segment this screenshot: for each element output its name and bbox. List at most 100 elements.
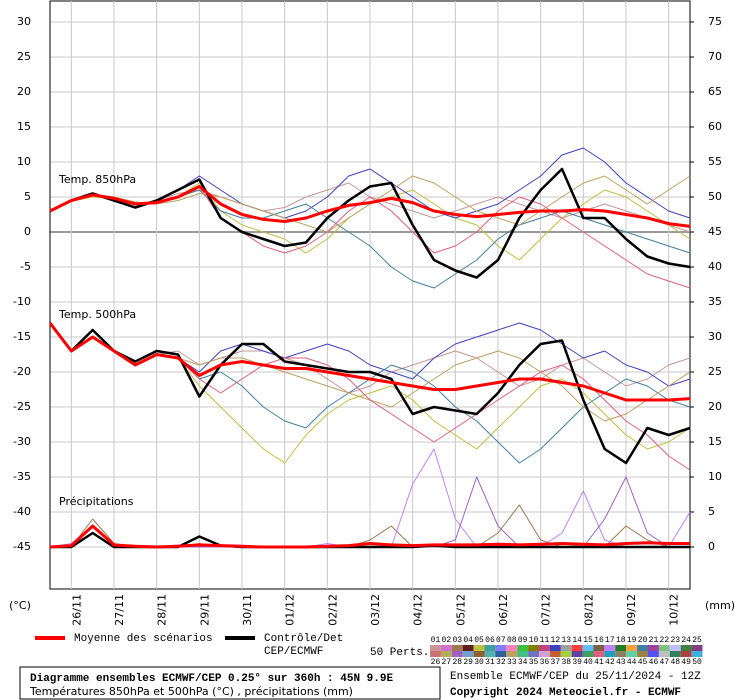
legend-swatch xyxy=(593,651,605,657)
panel-label: Temp. 500hPa xyxy=(58,308,136,321)
legend-label: 25 xyxy=(692,636,702,645)
legend-swatch xyxy=(473,651,485,657)
legend-swatch xyxy=(528,645,539,651)
legend-swatch xyxy=(440,645,452,651)
legend-swatch xyxy=(680,651,692,657)
legend-label: 38 xyxy=(561,658,571,667)
legend-swatch xyxy=(560,645,572,651)
legend-swatch xyxy=(637,645,648,651)
legend-label: 05 xyxy=(474,636,484,645)
legend-swatch xyxy=(604,651,616,657)
y-tick-label: -45 xyxy=(13,540,31,553)
legend-swatch xyxy=(582,645,594,651)
y2-tick-label: 70 xyxy=(708,50,722,63)
legend-swatch xyxy=(495,651,507,657)
legend-swatch xyxy=(506,651,518,657)
legend-swatch xyxy=(451,651,463,657)
legend-swatch xyxy=(648,645,659,651)
legend-swatch xyxy=(528,651,539,657)
y2-tick-label: 10 xyxy=(708,470,722,483)
legend-swatch xyxy=(593,645,605,651)
y-tick-label: 30 xyxy=(17,15,31,28)
y-tick-label: -15 xyxy=(13,330,31,343)
footer-title: Diagramme ensembles ECMWF/CEP 0.25° sur … xyxy=(30,673,393,685)
legend-label: 34 xyxy=(518,658,528,667)
y2-tick-label: 30 xyxy=(708,330,722,343)
footer-box xyxy=(19,666,441,700)
legend-label: 24 xyxy=(681,636,691,645)
legend-label: 26 xyxy=(431,658,441,667)
y2-tick-label: 15 xyxy=(708,435,722,448)
legend-label: 14 xyxy=(572,636,582,645)
legend-swatch xyxy=(571,645,583,651)
legend-label: Moyenne des scénarios xyxy=(74,633,213,645)
legend-swatch xyxy=(626,645,638,651)
legend-swatch xyxy=(484,645,496,651)
legend-label: 02 xyxy=(442,636,452,645)
legend-swatch xyxy=(669,645,681,651)
legend-label: 11 xyxy=(540,636,550,645)
legend-label: 42 xyxy=(605,658,615,667)
legend-label: 03 xyxy=(452,636,462,645)
legend-swatch xyxy=(615,645,627,651)
y-tick-label: -40 xyxy=(13,505,31,518)
legend-label: CEP/ECMWF xyxy=(264,646,323,658)
legend-swatch xyxy=(691,651,703,657)
legend-swatch xyxy=(517,645,529,651)
y2-tick-label: 45 xyxy=(708,225,722,238)
y-tick-label: -25 xyxy=(13,400,31,413)
y2-tick-label: 20 xyxy=(708,400,722,413)
legend-label: 16 xyxy=(594,636,604,645)
legend-swatch xyxy=(539,651,550,657)
x-tick-label: 28/11 xyxy=(156,594,169,626)
y2-tick-label: 60 xyxy=(708,120,722,133)
y-tick-label: 10 xyxy=(17,155,31,168)
legend-label: 32 xyxy=(496,658,506,667)
footer-subtitle: Températures 850hPa et 500hPa (°C) , pré… xyxy=(29,685,353,698)
x-tick-label: 29/11 xyxy=(198,594,211,626)
legend-swatch xyxy=(691,645,703,651)
x-tick-label: 09/12 xyxy=(625,594,638,626)
legend-label: 22 xyxy=(660,636,670,645)
legend-swatch xyxy=(451,645,463,651)
legend-label: 49 xyxy=(681,658,691,667)
legend-label: 09 xyxy=(518,636,528,645)
legend-label: 45 xyxy=(638,658,648,667)
legend-swatch xyxy=(615,651,627,657)
legend-swatch xyxy=(582,651,594,657)
y-tick-label: -30 xyxy=(13,435,31,448)
legend-label: 40 xyxy=(583,658,593,667)
legend-swatch xyxy=(626,651,638,657)
y-tick-label: -5 xyxy=(20,260,31,273)
legend-label: 12 xyxy=(551,636,561,645)
legend-label: 08 xyxy=(507,636,517,645)
legend-label: 13 xyxy=(561,636,571,645)
legend-label: 21 xyxy=(649,636,659,645)
legend-swatch xyxy=(506,645,518,651)
panel-label: Précipitations xyxy=(59,495,134,508)
x-tick-label: 07/12 xyxy=(540,594,553,626)
legend-label: 35 xyxy=(529,658,539,667)
y2-tick-label: 0 xyxy=(708,540,715,553)
y2-tick-label: 40 xyxy=(708,260,722,273)
legend-swatch xyxy=(637,651,648,657)
y2-tick-label: 5 xyxy=(708,505,715,518)
x-tick-label: 05/12 xyxy=(454,594,467,626)
legend-label: 36 xyxy=(540,658,550,667)
x-tick-label: 10/12 xyxy=(668,594,681,626)
legend-swatch xyxy=(484,651,496,657)
legend-label: 30 xyxy=(474,658,484,667)
legend-swatch xyxy=(658,645,670,651)
legend-swatch xyxy=(517,651,529,657)
legend-swatch xyxy=(604,645,616,651)
legend-label: 20 xyxy=(638,636,648,645)
legend-swatch xyxy=(549,645,561,651)
y2-unit: (mm) xyxy=(705,599,735,612)
legend-label: 28 xyxy=(452,658,462,667)
legend-label: 39 xyxy=(572,658,582,667)
x-tick-label: 26/11 xyxy=(70,594,83,626)
legend-label: 01 xyxy=(431,636,441,645)
legend-swatch xyxy=(462,651,474,657)
members-title: 50 Perts. xyxy=(370,647,429,659)
